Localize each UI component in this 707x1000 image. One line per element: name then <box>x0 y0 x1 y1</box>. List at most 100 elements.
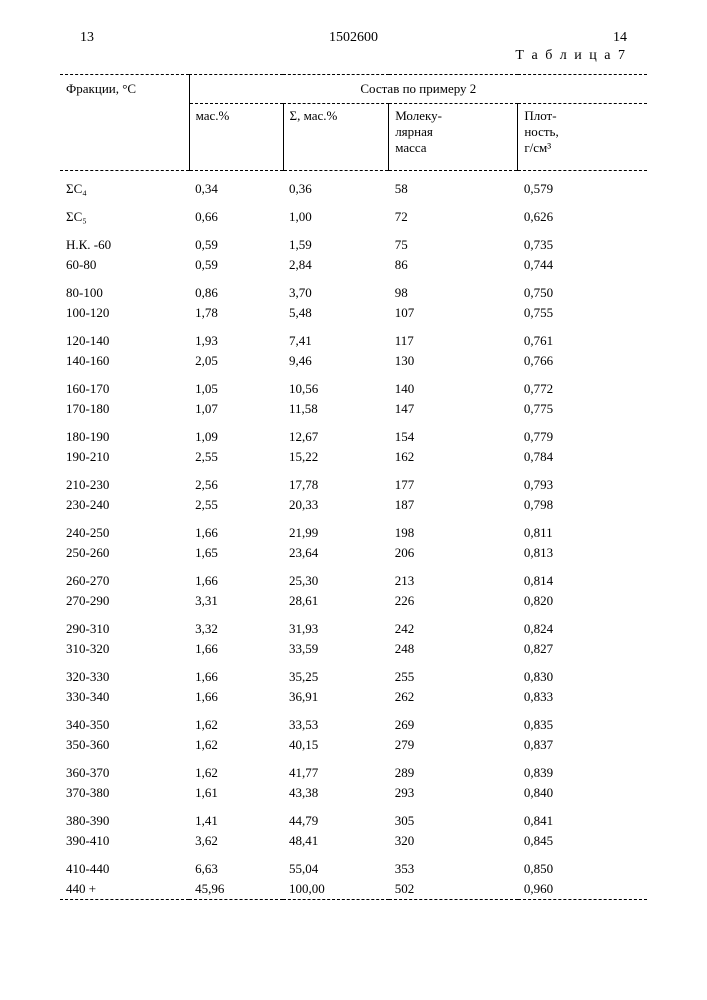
cell-sum: 48,41 <box>283 831 389 851</box>
table-row: 320-3301,6635,252550,830 <box>60 659 647 687</box>
cell-fraction: 250-260 <box>60 543 189 563</box>
cell-mass: 0,59 <box>189 227 283 255</box>
cell-fraction: 350-360 <box>60 735 189 755</box>
cell-molmass: 353 <box>389 851 518 879</box>
cell-mass: 1,62 <box>189 735 283 755</box>
col-header-mass: мас.% <box>189 104 283 171</box>
cell-molmass: 107 <box>389 303 518 323</box>
table-row: 330-3401,6636,912620,833 <box>60 687 647 707</box>
cell-density: 0,744 <box>518 255 647 275</box>
cell-sum: 41,77 <box>283 755 389 783</box>
cell-sum: 100,00 <box>283 879 389 900</box>
cell-density: 0,779 <box>518 419 647 447</box>
cell-molmass: 206 <box>389 543 518 563</box>
cell-molmass: 98 <box>389 275 518 303</box>
cell-fraction: 60-80 <box>60 255 189 275</box>
table-row: 380-3901,4144,793050,841 <box>60 803 647 831</box>
cell-sum: 12,67 <box>283 419 389 447</box>
cell-molmass: 279 <box>389 735 518 755</box>
cell-fraction: 160-170 <box>60 371 189 399</box>
cell-molmass: 130 <box>389 351 518 371</box>
cell-mass: 1,41 <box>189 803 283 831</box>
cell-sum: 36,91 <box>283 687 389 707</box>
cell-sum: 31,93 <box>283 611 389 639</box>
table-row: 100-1201,785,481070,755 <box>60 303 647 323</box>
cell-fraction: 340-350 <box>60 707 189 735</box>
cell-sum: 1,00 <box>283 199 389 227</box>
cell-fraction: 330-340 <box>60 687 189 707</box>
cell-fraction: 210-230 <box>60 467 189 495</box>
page-header: 13 1502600 14 <box>80 30 627 46</box>
table-row: 240-2501,6621,991980,811 <box>60 515 647 543</box>
cell-mass: 1,65 <box>189 543 283 563</box>
cell-molmass: 187 <box>389 495 518 515</box>
table-row: 390-4103,6248,413200,845 <box>60 831 647 851</box>
cell-fraction: 380-390 <box>60 803 189 831</box>
cell-molmass: 86 <box>389 255 518 275</box>
cell-sum: 21,99 <box>283 515 389 543</box>
cell-fraction: 100-120 <box>60 303 189 323</box>
cell-molmass: 177 <box>389 467 518 495</box>
table-row: 160-1701,0510,561400,772 <box>60 371 647 399</box>
cell-mass: 1,62 <box>189 755 283 783</box>
cell-mass: 1,66 <box>189 687 283 707</box>
cell-density: 0,579 <box>518 171 647 199</box>
cell-mass: 0,59 <box>189 255 283 275</box>
col-header-fraction: Фракции, °С <box>60 75 189 171</box>
table-row: ΣС₅0,661,00720,626 <box>60 199 647 227</box>
cell-mass: 0,66 <box>189 199 283 227</box>
col-header-molmass: Молеку- лярная масса <box>389 104 518 171</box>
cell-fraction: 440 + <box>60 879 189 900</box>
cell-molmass: 162 <box>389 447 518 467</box>
table-row: 370-3801,6143,382930,840 <box>60 783 647 803</box>
table-row: 310-3201,6633,592480,827 <box>60 639 647 659</box>
table-row: 270-2903,3128,612260,820 <box>60 591 647 611</box>
cell-sum: 1,59 <box>283 227 389 255</box>
cell-sum: 55,04 <box>283 851 389 879</box>
col-header-span: Состав по примеру 2 <box>189 75 647 104</box>
cell-fraction: 190-210 <box>60 447 189 467</box>
cell-mass: 6,63 <box>189 851 283 879</box>
cell-molmass: 198 <box>389 515 518 543</box>
cell-sum: 28,61 <box>283 591 389 611</box>
cell-fraction: 310-320 <box>60 639 189 659</box>
cell-density: 0,839 <box>518 755 647 783</box>
cell-molmass: 293 <box>389 783 518 803</box>
table-row: Н.К. -600,591,59750,735 <box>60 227 647 255</box>
cell-density: 0,820 <box>518 591 647 611</box>
cell-fraction: 260-270 <box>60 563 189 591</box>
table-row: 140-1602,059,461300,766 <box>60 351 647 371</box>
table-row: 120-1401,937,411170,761 <box>60 323 647 351</box>
cell-mass: 1,05 <box>189 371 283 399</box>
cell-sum: 33,59 <box>283 639 389 659</box>
data-table: Фракции, °С Состав по примеру 2 мас.% Σ,… <box>60 74 647 900</box>
cell-density: 0,837 <box>518 735 647 755</box>
table-row: 80-1000,863,70980,750 <box>60 275 647 303</box>
cell-mass: 1,62 <box>189 707 283 735</box>
cell-density: 0,960 <box>518 879 647 900</box>
col-header-sum: Σ, мас.% <box>283 104 389 171</box>
cell-density: 0,793 <box>518 467 647 495</box>
cell-mass: 1,61 <box>189 783 283 803</box>
cell-mass: 1,78 <box>189 303 283 323</box>
cell-fraction: ΣС₅ <box>60 199 189 227</box>
cell-sum: 25,30 <box>283 563 389 591</box>
cell-mass: 0,34 <box>189 171 283 199</box>
cell-sum: 7,41 <box>283 323 389 351</box>
table-row: 230-2402,5520,331870,798 <box>60 495 647 515</box>
table-row: 180-1901,0912,671540,779 <box>60 419 647 447</box>
cell-mass: 1,66 <box>189 639 283 659</box>
cell-density: 0,830 <box>518 659 647 687</box>
cell-mass: 1,93 <box>189 323 283 351</box>
table-row: 410-4406,6355,043530,850 <box>60 851 647 879</box>
cell-density: 0,798 <box>518 495 647 515</box>
document-number: 1502600 <box>94 30 613 46</box>
cell-molmass: 320 <box>389 831 518 851</box>
cell-density: 0,840 <box>518 783 647 803</box>
cell-density: 0,827 <box>518 639 647 659</box>
page-number-right: 14 <box>613 30 627 46</box>
cell-fraction: 230-240 <box>60 495 189 515</box>
cell-molmass: 269 <box>389 707 518 735</box>
cell-sum: 33,53 <box>283 707 389 735</box>
cell-molmass: 72 <box>389 199 518 227</box>
